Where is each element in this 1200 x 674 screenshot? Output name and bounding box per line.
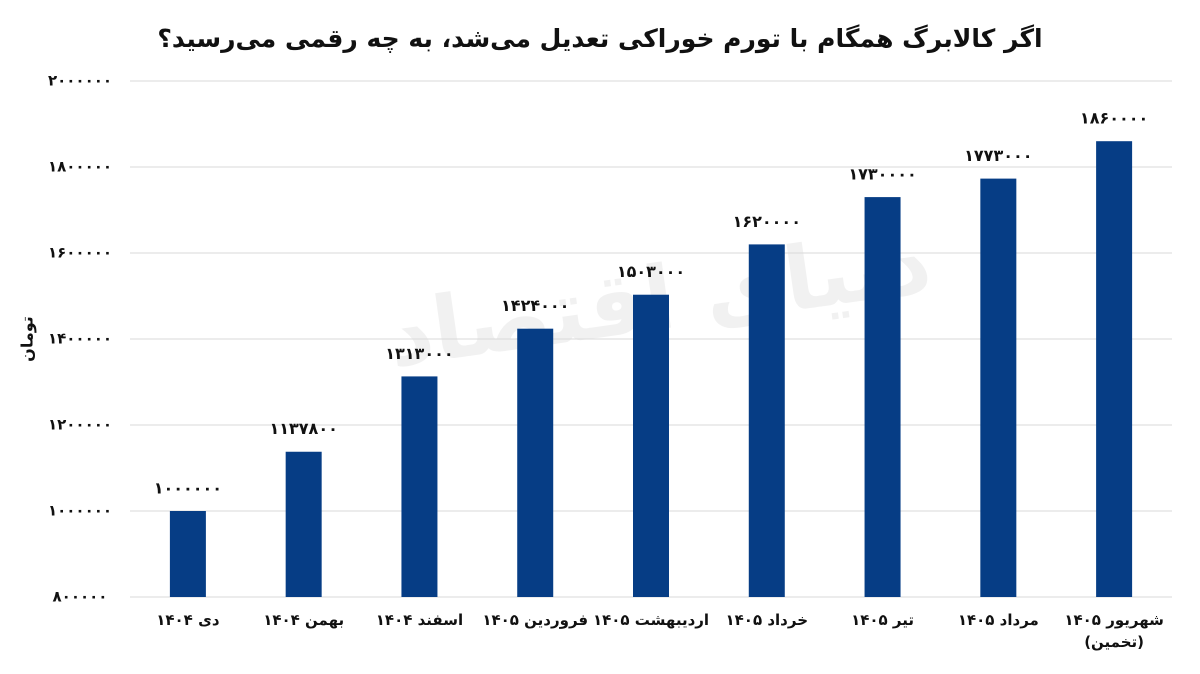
value-label: ۱۷۳۰۰۰۰ <box>848 165 916 184</box>
x-tick-label: خرداد ۱۴۰۵ <box>725 611 809 629</box>
y-tick-label: ۱۰۰۰۰۰۰ <box>48 502 112 520</box>
y-tick-label: ۱۲۰۰۰۰۰ <box>48 416 112 434</box>
bar <box>864 197 901 597</box>
bar <box>1096 141 1133 597</box>
value-label: ۱۷۷۳۰۰۰ <box>964 146 1032 165</box>
x-tick-label: بهمن ۱۴۰۴ <box>263 611 345 629</box>
x-tick-label: اردیبهشت ۱۴۰۵ <box>592 611 710 629</box>
value-label: ۱۶۲۰۰۰۰ <box>733 212 801 231</box>
x-tick-label: اسفند ۱۴۰۴ <box>375 611 464 629</box>
value-label: ۱۴۲۴۰۰۰ <box>501 296 569 315</box>
bar <box>285 451 322 597</box>
bar <box>169 511 206 597</box>
value-label: ۱۳۱۳۰۰۰ <box>385 344 453 363</box>
bar <box>980 178 1017 598</box>
chart-title: اگر کالابرگ همگام با تورم خوراکی تعدیل م… <box>157 24 1042 54</box>
bar <box>748 244 785 597</box>
bar <box>517 328 554 597</box>
value-label: ۱۰۰۰۰۰۰ <box>154 479 222 498</box>
x-tick-label: تیر ۱۴۰۵ <box>851 611 915 629</box>
bar <box>401 376 438 597</box>
value-label: ۱۱۳۷۸۰۰ <box>269 419 337 438</box>
y-tick-label: ۱۴۰۰۰۰۰ <box>48 330 112 348</box>
y-axis-label: تومان <box>18 316 37 362</box>
x-tick-label: شهریور ۱۴۰۵ (تخمین) <box>1064 611 1164 651</box>
y-tick-label: ۱۶۰۰۰۰۰ <box>48 244 112 262</box>
x-tick-label: دی ۱۴۰۴ <box>156 611 220 629</box>
y-tick-label: ۸۰۰۰۰۰ <box>53 588 108 606</box>
x-tick-label: فروردین ۱۴۰۵ <box>482 611 589 629</box>
value-label: ۱۵۰۳۰۰۰ <box>617 262 685 281</box>
x-tick-label: مرداد ۱۴۰۵ <box>957 611 1039 629</box>
y-tick-label: ۲۰۰۰۰۰۰ <box>48 72 112 90</box>
bar <box>633 294 669 597</box>
value-label: ۱۸۶۰۰۰۰ <box>1080 109 1148 128</box>
y-tick-label: ۱۸۰۰۰۰۰ <box>48 158 112 176</box>
